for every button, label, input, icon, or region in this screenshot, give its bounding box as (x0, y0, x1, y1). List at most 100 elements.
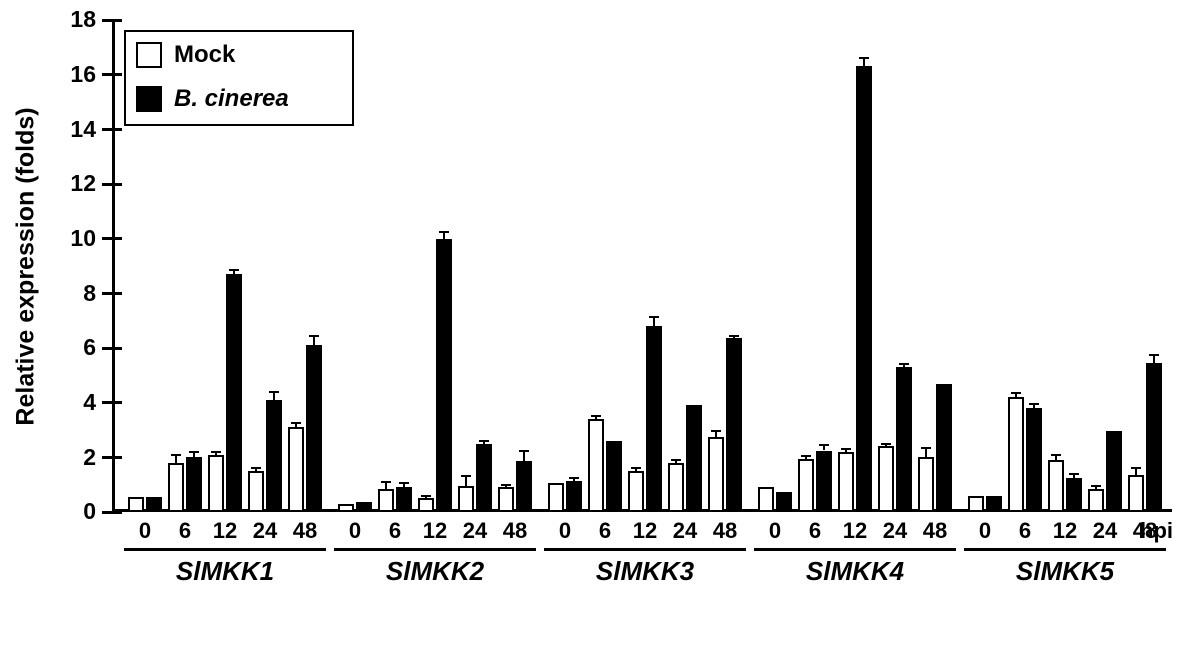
error-bar-cap (819, 444, 829, 446)
x-tick-label: 0 (349, 518, 361, 544)
bar-mock (968, 496, 984, 512)
group-label: SlMKK4 (806, 556, 904, 587)
bar-bcinerea (606, 441, 622, 512)
group-underline (754, 548, 956, 551)
bar-mock (588, 419, 604, 512)
bar-bcinerea (1146, 363, 1162, 512)
bar-mock (498, 487, 514, 512)
y-tick-in (112, 73, 122, 76)
x-tick-label: 12 (1053, 518, 1077, 544)
group-label: SlMKK2 (386, 556, 484, 587)
error-bar-cap (461, 475, 471, 477)
error-bar-cap (649, 316, 659, 318)
bar-bcinerea (476, 444, 492, 512)
bar-mock (338, 504, 354, 512)
bar-mock (378, 489, 394, 512)
x-tick-label: 0 (139, 518, 151, 544)
legend-swatch (136, 86, 162, 112)
bar-bcinerea (986, 496, 1002, 512)
bar-bcinerea (356, 502, 372, 512)
error-bar-line (523, 451, 525, 462)
bar-mock (1128, 475, 1144, 512)
y-tick-label: 18 (48, 6, 96, 33)
error-bar-cap (881, 443, 891, 445)
group-label: SlMKK1 (176, 556, 274, 587)
bar-mock (1048, 460, 1064, 512)
error-bar-line (465, 476, 467, 486)
error-bar-cap (501, 484, 511, 486)
x-tick-label: 24 (253, 518, 277, 544)
y-tick-out (102, 292, 112, 295)
x-tick-label: 24 (463, 518, 487, 544)
error-bar-cap (1149, 354, 1159, 356)
error-bar-cap (421, 495, 431, 497)
error-bar-line (925, 448, 927, 458)
bar-mock (248, 471, 264, 512)
error-bar-line (443, 232, 445, 239)
x-tick-label: 24 (883, 518, 907, 544)
error-bar-line (385, 482, 387, 489)
y-axis-title: Relative expression (folds) (12, 21, 41, 513)
bar-bcinerea (396, 487, 412, 512)
x-tick-label: 6 (809, 518, 821, 544)
y-tick-label: 12 (48, 170, 96, 197)
x-tick-label: 12 (843, 518, 867, 544)
y-tick-in (112, 183, 122, 186)
y-tick-label: 6 (48, 334, 96, 361)
x-tick-label: 12 (423, 518, 447, 544)
y-tick-in (112, 456, 122, 459)
y-tick-out (102, 19, 112, 22)
error-bar-line (653, 317, 655, 327)
bar-mock (548, 483, 564, 512)
error-bar-cap (519, 450, 529, 452)
bar-mock (418, 498, 434, 512)
x-tick-label: 6 (1019, 518, 1031, 544)
error-bar-cap (1029, 403, 1039, 405)
bar-mock (758, 487, 774, 512)
y-tick-label: 4 (48, 389, 96, 416)
bar-bcinerea (936, 384, 952, 512)
hpi-label: hpi (1140, 518, 1173, 544)
y-tick-label: 8 (48, 280, 96, 307)
bar-bcinerea (566, 481, 582, 512)
y-tick-label: 16 (48, 61, 96, 88)
x-tick-label: 48 (713, 518, 737, 544)
error-bar-cap (291, 422, 301, 424)
bar-bcinerea (726, 338, 742, 512)
bar-bcinerea (146, 497, 162, 512)
error-bar-cap (1091, 485, 1101, 487)
y-tick-in (112, 511, 122, 514)
x-tick-label: 0 (769, 518, 781, 544)
bar-bcinerea (646, 326, 662, 512)
y-tick-out (102, 456, 112, 459)
bar-bcinerea (816, 451, 832, 513)
bar-mock (128, 497, 144, 512)
x-tick-label: 6 (599, 518, 611, 544)
group-underline (334, 548, 536, 551)
error-bar-cap (921, 447, 931, 449)
bar-bcinerea (266, 400, 282, 512)
error-bar-line (175, 455, 177, 463)
y-tick-label: 10 (48, 225, 96, 252)
bar-mock (458, 486, 474, 512)
bar-bcinerea (436, 239, 452, 512)
bar-mock (798, 459, 814, 512)
bar-mock (208, 455, 224, 512)
bar-mock (668, 463, 684, 512)
error-bar-cap (859, 57, 869, 59)
y-tick-label: 0 (48, 498, 96, 525)
x-tick-label: 12 (213, 518, 237, 544)
bar-mock (288, 427, 304, 512)
error-bar-cap (591, 415, 601, 417)
error-bar-cap (171, 454, 181, 456)
bar-mock (838, 452, 854, 512)
x-tick-label: 48 (923, 518, 947, 544)
bar-bcinerea (686, 405, 702, 512)
y-tick-label: 2 (48, 444, 96, 471)
x-tick-label: 48 (293, 518, 317, 544)
bar-bcinerea (306, 345, 322, 512)
bar-bcinerea (896, 367, 912, 512)
error-bar-cap (189, 451, 199, 453)
group-label: SlMKK5 (1016, 556, 1114, 587)
bar-bcinerea (226, 274, 242, 512)
